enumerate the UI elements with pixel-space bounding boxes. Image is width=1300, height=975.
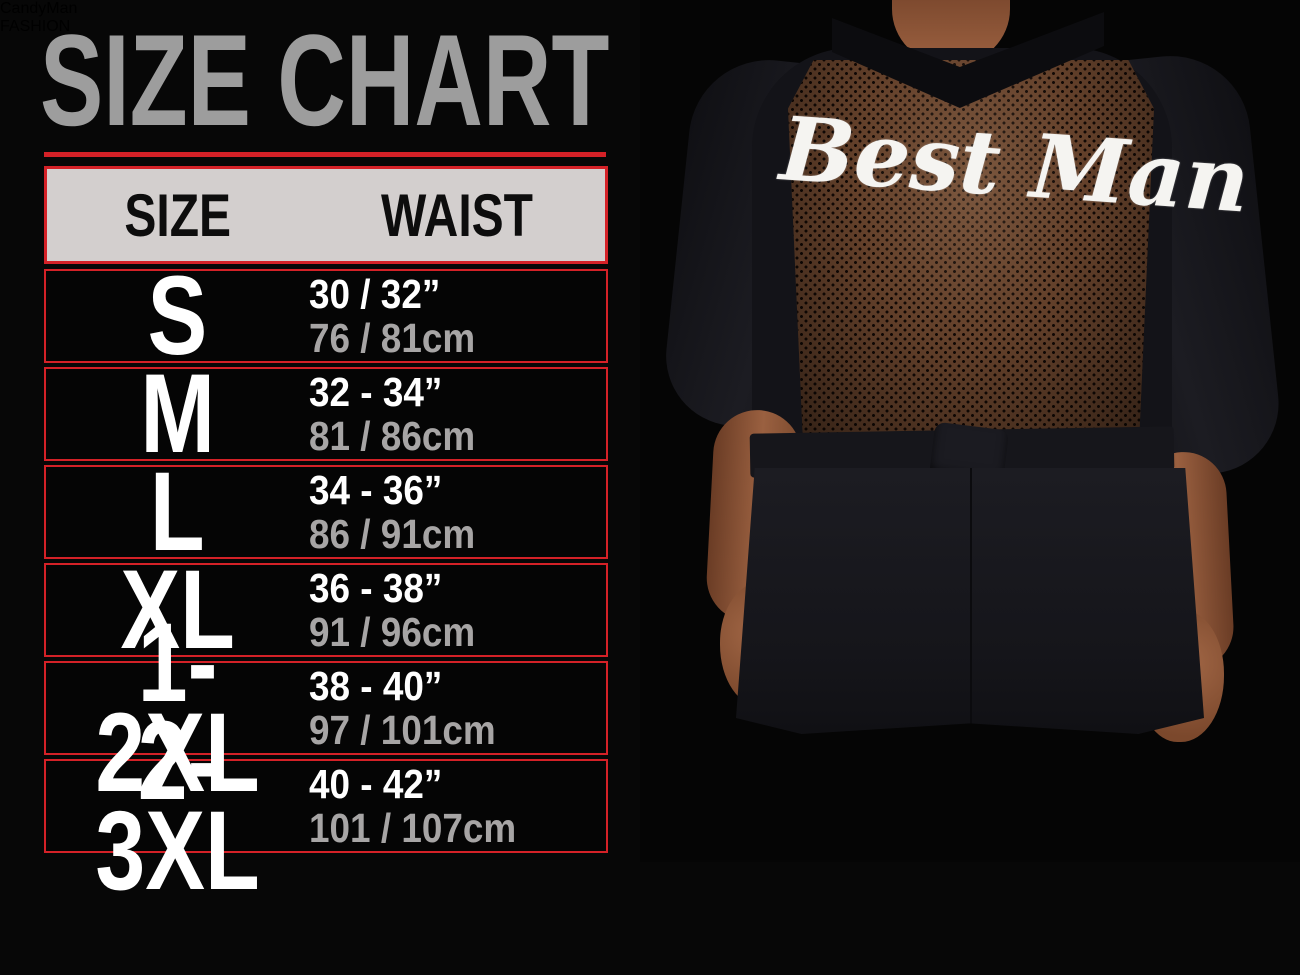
waist-centimeters: 86 / 91cm [309, 511, 476, 557]
waist-inches: 32 - 34” [309, 369, 443, 415]
waist-inches: 38 - 40” [309, 663, 443, 709]
waist-cell: 40 - 42” 101 / 107cm [309, 762, 606, 850]
robe-mesh-back-panel [788, 60, 1154, 434]
size-cell: L [46, 449, 309, 574]
size-cell: M [46, 351, 309, 476]
waist-inches: 34 - 36” [309, 467, 443, 513]
table-row: M 32 - 34” 81 / 86cm [44, 351, 608, 476]
waist-centimeters: 91 / 96cm [309, 609, 476, 655]
header-waist-label: WAIST [381, 181, 534, 249]
header-size-label: SIZE [124, 181, 232, 249]
size-value: 2-3XL [95, 698, 260, 913]
model-left-leg [800, 730, 962, 862]
robe-skirt-seam [970, 468, 972, 734]
waist-centimeters: 76 / 81cm [309, 315, 476, 361]
waist-centimeters: 97 / 101cm [309, 707, 496, 753]
size-cell: 2-3XL [46, 698, 309, 913]
size-cell: XL [46, 547, 309, 672]
waist-cell: 32 - 34” 81 / 86cm [309, 370, 606, 458]
table-header-row: SIZE WAIST [44, 166, 608, 264]
table-row: 2-3XL 40 - 42” 101 / 107cm [44, 705, 608, 907]
waist-centimeters: 81 / 86cm [309, 413, 476, 459]
best-man-print: Best Man [776, 96, 1253, 233]
table-row: 1-2XL 38 - 40” 97 / 101cm [44, 607, 608, 809]
size-value: M [140, 351, 215, 476]
waist-centimeters: 101 / 107cm [309, 805, 517, 851]
waist-inches: 30 / 32” [309, 271, 441, 317]
waist-cell: 36 - 38” 91 / 96cm [309, 566, 606, 654]
product-photo: Best Man [640, 0, 1300, 862]
table-row: L 34 - 36” 86 / 91cm [44, 449, 608, 574]
waist-inches: 40 - 42” [309, 761, 443, 807]
size-table-body: S 30 / 32” 76 / 81cm M 32 - 34” 81 / 86c… [44, 253, 608, 907]
size-value: S [147, 253, 208, 378]
size-value: XL [120, 547, 235, 672]
waist-cell: 34 - 36” 86 / 91cm [309, 468, 606, 556]
brand-tagline: FASHION [0, 18, 71, 35]
waist-cell: 30 / 32” 76 / 81cm [309, 272, 606, 360]
brand-logo: CandyMan [0, 0, 78, 17]
waist-inches: 36 - 38” [309, 565, 443, 611]
size-table: SIZE WAIST S 30 / 32” 76 / 81cm M 32 - 3… [44, 166, 608, 907]
mesh-shading [788, 60, 1154, 434]
robe-skirt [736, 468, 1204, 734]
size-cell: S [46, 253, 309, 378]
size-value: L [150, 449, 205, 574]
title-underline [44, 152, 606, 157]
page-title: SIZE CHART [40, 7, 610, 153]
waist-cell: 38 - 40” 97 / 101cm [309, 664, 606, 752]
table-row: XL 36 - 38” 91 / 96cm [44, 547, 608, 672]
size-cell: 1-2XL [46, 600, 309, 815]
table-row: S 30 / 32” 76 / 81cm [44, 253, 608, 378]
size-value: 1-2XL [95, 600, 260, 815]
